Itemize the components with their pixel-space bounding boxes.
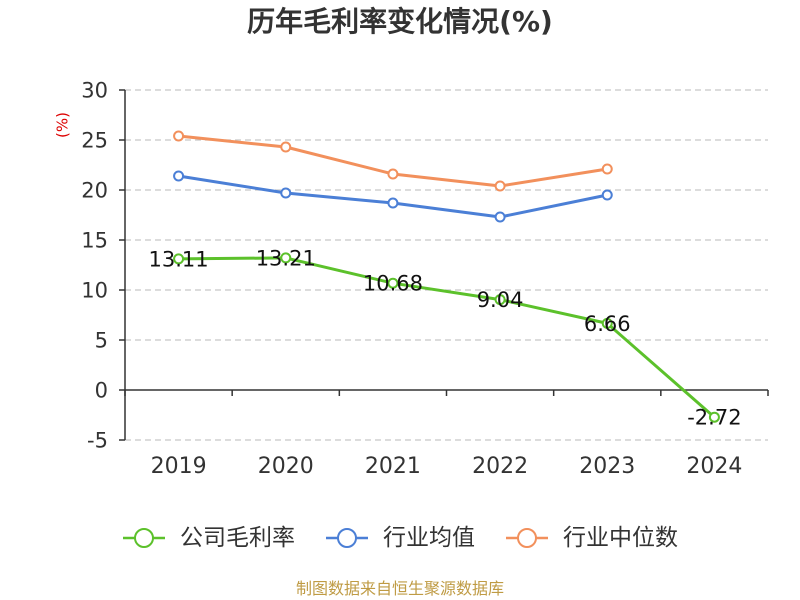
data-point — [173, 170, 185, 182]
data-point — [601, 189, 613, 201]
data-label: 13.21 — [256, 246, 316, 270]
data-point — [387, 277, 399, 289]
data-point — [173, 130, 185, 142]
x-tick-label: 2023 — [579, 454, 635, 479]
axes: 30 25 20 15 10 5 0 -5 2019 2020 2021 2022 2023 2024 — [81, 79, 769, 479]
series-line-1 — [177, 174, 609, 219]
data-point — [601, 317, 613, 329]
data-label: 13.11 — [149, 247, 209, 271]
legend-item[interactable]: 行业均值 — [325, 523, 475, 553]
data-point — [601, 163, 613, 175]
legend: 公司毛利率 行业均值 行业中位数 — [0, 521, 800, 555]
legend-item[interactable]: 行业中位数 — [505, 523, 678, 553]
y-tick-label: 0 — [95, 379, 108, 403]
data-point — [173, 253, 185, 265]
data-source-note: 制图数据来自恒生聚源数据库 — [295, 579, 504, 598]
y-tick-label: 20 — [81, 179, 108, 203]
legend-marker — [123, 528, 165, 548]
y-axis-label: (%) — [53, 112, 71, 138]
y-tick-label: 25 — [81, 129, 108, 153]
data-point — [280, 187, 292, 199]
y-tick-label: 30 — [81, 79, 108, 103]
data-point — [494, 294, 506, 306]
legend-marker — [326, 528, 368, 548]
data-point — [708, 411, 720, 423]
data-point — [387, 168, 399, 180]
legend-label: 公司毛利率 — [180, 525, 295, 551]
data-label: -2.72 — [687, 406, 741, 430]
gridlines — [125, 89, 768, 441]
x-tick-label: 2024 — [686, 454, 742, 479]
data-labels: 13.11 13.21 10.68 9.04 6.66 -2.72 — [149, 246, 742, 429]
data-label: 9.04 — [477, 288, 524, 312]
legend-marker — [506, 528, 548, 548]
data-point — [494, 180, 506, 192]
legend-label: 行业均值 — [383, 525, 475, 551]
data-label: 10.68 — [363, 272, 423, 296]
chart-title: 历年毛利率变化情况(%) — [247, 5, 553, 38]
x-tick-label: 2020 — [258, 454, 314, 479]
series-layer — [173, 130, 720, 423]
y-tick-label: 5 — [95, 329, 108, 353]
x-tick-label: 2022 — [472, 454, 528, 479]
x-tick-label: 2019 — [151, 454, 207, 479]
x-tick-label: 2021 — [365, 454, 421, 479]
y-tick-label: 10 — [81, 279, 108, 303]
series-line-0 — [177, 256, 716, 419]
data-point — [494, 211, 506, 223]
legend-item[interactable]: 公司毛利率 — [122, 523, 295, 553]
data-point — [280, 141, 292, 153]
data-point — [387, 197, 399, 209]
data-label: 6.66 — [584, 312, 631, 336]
data-point — [280, 252, 292, 264]
y-tick-label: 15 — [81, 229, 108, 253]
y-tick-label: -5 — [87, 429, 108, 453]
legend-label: 行业中位数 — [563, 525, 678, 551]
